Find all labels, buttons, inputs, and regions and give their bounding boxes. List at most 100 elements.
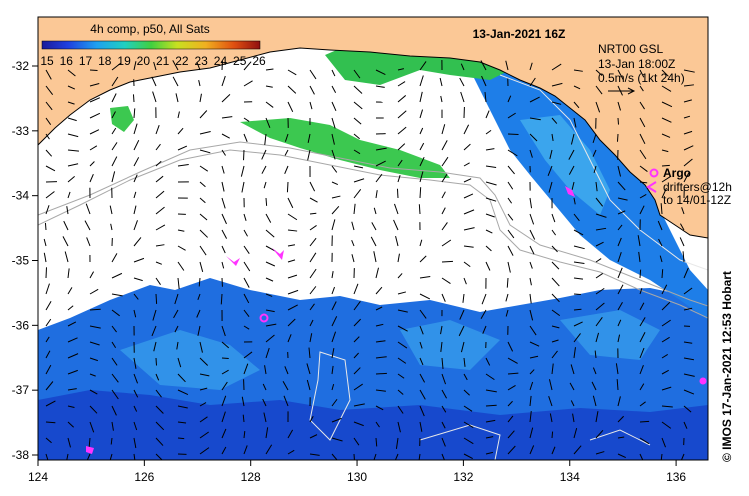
current-vector: [507, 95, 512, 103]
current-vector: [287, 69, 297, 76]
colorbar-gradient: [41, 40, 261, 50]
current-vector: [331, 205, 340, 215]
drifters-legend-line2: to 14/01-12Z: [663, 193, 731, 207]
current-vector: [265, 334, 275, 343]
current-vector: [573, 245, 585, 250]
current-vector: [658, 238, 663, 247]
current-vector: [683, 389, 695, 395]
current-vector: [89, 161, 95, 167]
current-vector: [133, 453, 136, 460]
current-vector: [243, 445, 248, 455]
current-vector: [89, 405, 98, 414]
colorbar-tick-label: 16: [60, 54, 74, 68]
current-vector: [617, 224, 623, 231]
current-vector: [573, 229, 584, 236]
x-axis: 124 126 128 130 132 134 136: [28, 460, 686, 484]
current-vector: [595, 451, 605, 455]
argo-drifter-track: [272, 248, 284, 260]
current-vector: [221, 133, 230, 139]
x-tick-label: 132: [453, 470, 473, 484]
current-vector: [507, 445, 516, 455]
current-vector: [353, 367, 361, 375]
current-vector: [595, 273, 604, 279]
current-vector: [287, 101, 294, 113]
current-vector: [221, 229, 228, 239]
current-vector: [177, 145, 188, 151]
current-vector: [549, 149, 553, 160]
current-vector: [331, 286, 336, 295]
current-vector: [111, 389, 119, 400]
current-vector: [353, 352, 359, 359]
current-vector: [45, 350, 51, 359]
current-vector: [485, 213, 495, 218]
current-vector: [683, 357, 695, 361]
current-vector: [199, 447, 210, 455]
current-vector: [309, 101, 313, 110]
current-vector: [89, 83, 100, 87]
current-vector: [397, 309, 408, 313]
current-vector: [133, 373, 139, 384]
current-vector: [551, 363, 554, 375]
current-vector: [397, 126, 407, 135]
current-vector: [683, 267, 689, 279]
current-vector: [397, 159, 403, 167]
current-vector: [89, 357, 98, 362]
current-vector: [89, 271, 95, 279]
argo-legend-icon: [649, 168, 659, 178]
current-vector: [507, 415, 514, 423]
current-vector: [573, 293, 581, 296]
current-vector: [309, 212, 317, 215]
colorbar: 4h comp, p50, All Sats 15 16 17 18 19 20 21 22 2…: [40, 22, 266, 68]
current-vector: [199, 245, 207, 256]
current-vector: [397, 291, 407, 295]
current-vector: [616, 379, 619, 391]
current-vector: [661, 164, 670, 167]
current-vector: [683, 373, 695, 377]
current-vector: [221, 357, 229, 360]
current-vector: [221, 213, 227, 225]
current-vector: [67, 437, 71, 448]
current-vector: [221, 245, 226, 254]
current-vector: [397, 373, 405, 379]
current-vector: [375, 160, 386, 167]
current-vector: [617, 284, 624, 295]
current-vector: [661, 101, 673, 108]
current-vector: [485, 165, 497, 168]
current-vector: [595, 302, 605, 311]
current-vector: [529, 427, 534, 439]
current-vector: [155, 190, 165, 199]
current-vector: [419, 171, 424, 183]
current-vector: [529, 381, 534, 391]
current-vector: [221, 325, 226, 337]
current-vector: [639, 149, 647, 160]
current-vector: [375, 356, 387, 359]
current-vector: [551, 63, 562, 71]
current-vector: [683, 84, 694, 87]
colorbar-tick-label: 21: [156, 54, 170, 68]
current-vector: [595, 213, 607, 218]
current-vector: [199, 149, 211, 154]
current-vector: [265, 101, 274, 108]
current-vector: [419, 91, 423, 103]
current-vector: [529, 213, 535, 225]
current-vector: [595, 69, 603, 76]
colorbar-ticks: 15 16 17 18 19 20 21 22 23 24 25 26: [40, 54, 266, 68]
current-vector: [177, 164, 189, 167]
y-tick-label: -32: [12, 59, 30, 73]
current-vector: [331, 117, 336, 129]
current-vector: [287, 318, 296, 327]
current-vector: [199, 229, 208, 238]
current-vector: [132, 94, 135, 103]
current-vector: [67, 369, 78, 375]
current-vector: [67, 191, 71, 199]
current-vector: [221, 94, 231, 103]
current-vector: [221, 116, 233, 119]
current-vector: [485, 436, 494, 439]
current-vector: [221, 197, 226, 209]
current-vector: [639, 288, 643, 295]
current-vector: [265, 261, 276, 267]
current-vector: [331, 271, 334, 279]
current-vector: [240, 165, 245, 177]
current-vector: [617, 415, 624, 423]
current-vector: [373, 207, 377, 215]
